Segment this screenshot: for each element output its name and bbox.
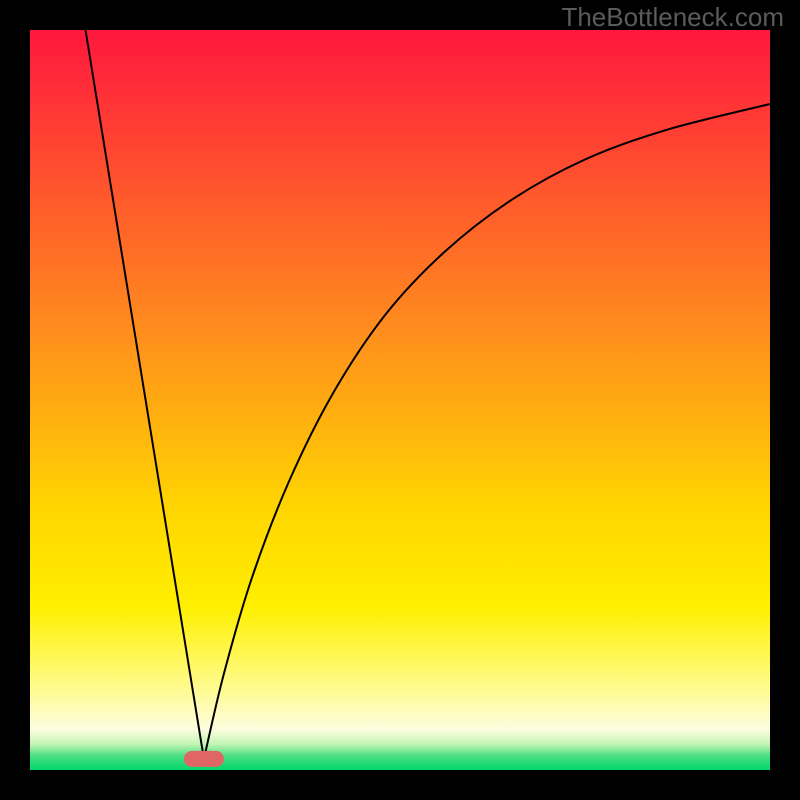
minimum-marker bbox=[184, 751, 224, 767]
chart-plot-area bbox=[30, 30, 770, 770]
bottleneck-chart: TheBottleneck.com bbox=[0, 0, 800, 800]
watermark-text: TheBottleneck.com bbox=[561, 2, 784, 32]
